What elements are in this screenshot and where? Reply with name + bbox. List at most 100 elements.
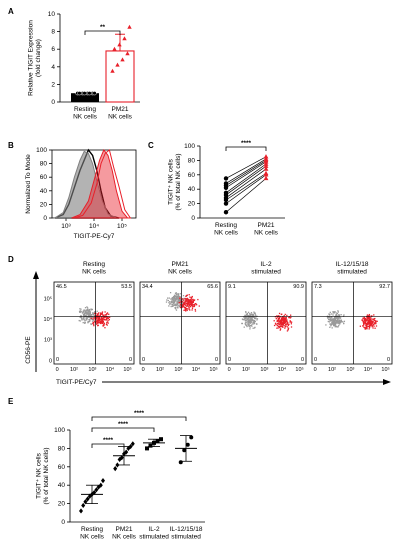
- event-red: [105, 315, 107, 317]
- event-gray: [247, 323, 250, 325]
- event-gray: [335, 317, 338, 319]
- event-red: [97, 316, 99, 319]
- event-red: [282, 317, 284, 320]
- event-gray: [248, 324, 250, 326]
- event-gray: [337, 321, 340, 323]
- point-e: [85, 496, 90, 502]
- event-red: [105, 319, 107, 321]
- y-axis-title-a-line: (fold change): [35, 39, 42, 77]
- event-gray: [254, 320, 256, 323]
- x-axis-title-b: TIGIT-PE-Cy7: [74, 233, 115, 240]
- event-gray: [174, 304, 177, 307]
- event-gray: [256, 323, 258, 325]
- event-gray: [329, 323, 331, 325]
- event-gray: [251, 314, 253, 316]
- event-red: [106, 318, 108, 320]
- pair-line-c: [225, 160, 267, 186]
- event-gray: [88, 319, 90, 321]
- event-red: [376, 320, 378, 322]
- event-gray: [86, 306, 88, 308]
- event-gray: [334, 316, 336, 318]
- event-gray: [168, 305, 170, 307]
- event-gray: [256, 318, 259, 320]
- event-red: [368, 316, 370, 318]
- event-gray: [94, 311, 96, 313]
- event-red: [283, 325, 285, 327]
- event-red: [102, 316, 105, 318]
- event-gray: [249, 320, 251, 322]
- event-gray: [83, 315, 85, 317]
- event-gray: [173, 298, 175, 301]
- point-pm21-c: [263, 175, 269, 181]
- event-gray: [84, 311, 86, 314]
- y-tick-label-b: 40: [40, 188, 48, 195]
- y-tick-label-e: 40: [58, 482, 66, 489]
- event-gray: [179, 296, 182, 298]
- event-red: [290, 323, 292, 325]
- event-red: [283, 322, 286, 324]
- category-label-c: Resting NK cells: [214, 222, 239, 237]
- event-gray: [244, 324, 247, 326]
- x-tick-label-d: 10⁴: [364, 366, 373, 373]
- event-red: [184, 307, 186, 309]
- event-gray: [249, 321, 251, 323]
- event-red: [187, 299, 190, 301]
- event-red: [188, 306, 190, 309]
- event-red: [373, 318, 375, 321]
- event-gray: [334, 317, 336, 319]
- pair-line-c: [225, 156, 267, 179]
- event-red: [185, 308, 188, 310]
- event-gray: [248, 319, 251, 321]
- event-red: [100, 317, 103, 319]
- event-gray: [78, 319, 80, 322]
- event-gray: [328, 313, 330, 315]
- event-red: [366, 319, 368, 321]
- point-e: [185, 442, 190, 447]
- y-tick-label-c: 60: [188, 172, 196, 179]
- significance-e-bracket: [91, 416, 187, 421]
- event-red: [279, 329, 281, 331]
- event-gray: [252, 318, 254, 321]
- event-gray: [333, 320, 335, 322]
- event-gray: [244, 314, 246, 317]
- event-red: [364, 328, 366, 330]
- event-red: [281, 313, 283, 315]
- event-gray: [333, 316, 336, 319]
- significance-e-bracket: [91, 443, 125, 448]
- y-tick-label-e: 60: [58, 464, 66, 471]
- event-gray: [244, 319, 246, 322]
- event-gray: [82, 321, 84, 324]
- event-gray: [254, 313, 256, 315]
- point-resting-c: [223, 201, 229, 206]
- event-red: [281, 324, 284, 326]
- point-a-fill: [82, 91, 87, 95]
- event-gray: [335, 320, 338, 322]
- event-red: [368, 322, 370, 324]
- event-red: [371, 325, 373, 328]
- event-red: [101, 311, 104, 313]
- event-red: [184, 300, 187, 302]
- event-gray: [83, 310, 85, 312]
- event-red: [93, 317, 96, 319]
- event-gray: [250, 318, 252, 321]
- event-gray: [252, 323, 254, 325]
- event-gray: [92, 316, 94, 319]
- event-red: [280, 318, 283, 321]
- event-gray: [84, 319, 86, 322]
- event-red: [107, 322, 109, 324]
- event-red: [96, 319, 99, 322]
- event-gray: [88, 314, 91, 316]
- event-red: [289, 320, 291, 322]
- event-gray: [84, 307, 87, 309]
- event-gray: [247, 318, 249, 320]
- event-red: [365, 323, 367, 325]
- event-gray: [170, 305, 172, 308]
- event-red: [106, 312, 109, 314]
- event-red: [284, 318, 287, 320]
- event-red: [106, 324, 108, 326]
- event-gray: [246, 312, 249, 315]
- event-gray: [338, 315, 340, 317]
- event-red: [99, 322, 102, 324]
- event-red: [375, 325, 378, 327]
- event-gray: [248, 317, 250, 319]
